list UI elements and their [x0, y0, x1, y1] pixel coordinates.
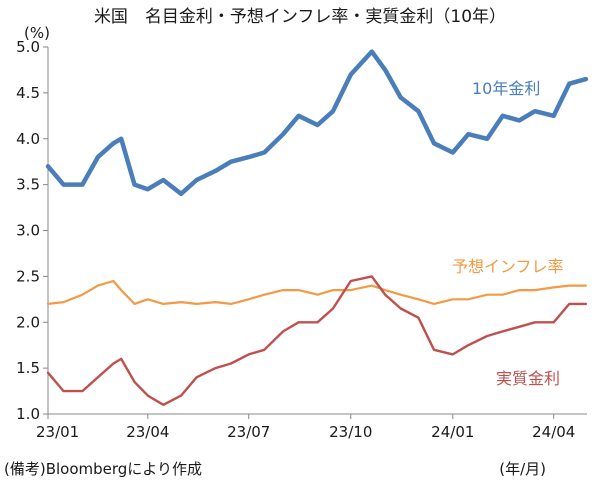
- y-tick-label: 1.0: [16, 405, 40, 423]
- x-tick-label: 24/01: [431, 423, 474, 441]
- y-tick-label: 1.5: [16, 359, 40, 377]
- x-tick-label: 24/04: [532, 423, 575, 441]
- axes: 1.0 1.5 2.0 2.5 3.0 3.5 4.0 4.5 5.0 23/01 23/04 23/…: [16, 38, 587, 441]
- y-tick-label: 3.5: [16, 176, 40, 194]
- source-note: (備考)Bloombergにより作成: [4, 460, 202, 478]
- chart-title: 米国 名目金利・予想インフレ率・実質金利（10年）: [94, 7, 506, 27]
- x-tick-label: 23/07: [227, 423, 270, 441]
- y-tick-label: 4.0: [16, 130, 40, 148]
- series-line-real: [46, 275, 588, 406]
- series-lines: [45, 49, 589, 406]
- series-label-breakeven: 予想インフレ率: [452, 257, 564, 276]
- series-label-nominal: 10年金利: [472, 79, 540, 98]
- x-axis-unit: (年/月): [499, 460, 546, 478]
- series-line-nominal: [45, 49, 589, 197]
- series-line-breakeven: [46, 279, 588, 305]
- x-tick-label: 23/01: [36, 423, 79, 441]
- y-tick-label: 2.5: [16, 267, 40, 285]
- y-tick-label: 4.5: [16, 84, 40, 102]
- y-tick-label: 5.0: [16, 38, 40, 56]
- series-label-real: 実質金利: [496, 369, 560, 388]
- x-tick-label: 23/04: [126, 423, 169, 441]
- y-tick-label: 3.0: [16, 222, 40, 240]
- x-tick-label: 23/10: [329, 423, 372, 441]
- y-tick-label: 2.0: [16, 313, 40, 331]
- y-axis-unit: (%): [24, 24, 50, 42]
